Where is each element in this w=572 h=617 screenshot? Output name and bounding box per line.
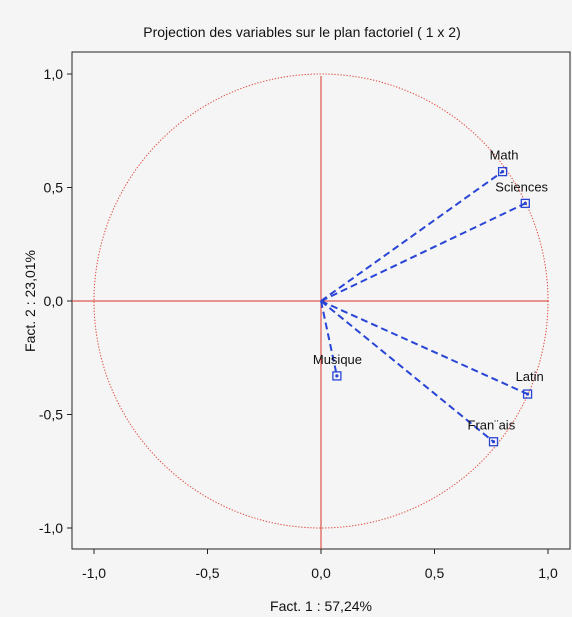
y-axis-ticks: 1,0 0,5 0,0 -0,5 -1,0 xyxy=(39,66,72,536)
point-label-0: Math xyxy=(490,148,519,163)
point-marker-3 xyxy=(488,437,499,447)
vector-line-2 xyxy=(320,300,528,395)
point-dot-4 xyxy=(335,374,339,378)
point-marker-0 xyxy=(497,166,508,177)
y-tick-label-2: 0,0 xyxy=(44,293,64,309)
point-marker-1 xyxy=(520,198,530,209)
plot-layer: Math Sciences Latin Fran¨ais Musique xyxy=(71,73,549,551)
vector-line-4 xyxy=(320,300,338,377)
x-tick-label-0: -1,0 xyxy=(82,565,106,581)
point-label-1: Sciences xyxy=(495,179,548,194)
y-tick-label-3: -0,5 xyxy=(39,407,63,423)
point-label-3: Fran¨ais xyxy=(468,418,516,433)
y-tick-label-0: 1,0 xyxy=(44,66,64,82)
point-dot-2 xyxy=(525,392,530,396)
vector-line-3 xyxy=(320,300,495,443)
point-marker-2 xyxy=(522,389,533,399)
x-tick-label-3: 0,5 xyxy=(425,565,445,581)
vector-line-1 xyxy=(320,202,526,302)
chart-title: Projection des variables sur le plan fac… xyxy=(143,24,460,40)
point-dot-3 xyxy=(491,440,496,444)
x-tick-label-2: 0,0 xyxy=(311,565,331,581)
x-tick-label-4: 1,0 xyxy=(538,565,558,581)
point-marker-4 xyxy=(332,371,342,381)
y-tick-label-4: -1,0 xyxy=(39,520,63,536)
x-axis-title: Fact. 1 : 57,24% xyxy=(270,598,372,614)
y-axis-title: Fact. 2 : 23,01% xyxy=(22,250,38,352)
point-dot-0 xyxy=(501,170,505,174)
y-tick-label-1: 0,5 xyxy=(44,180,64,196)
x-axis-ticks: -1,0 -0,5 0,0 0,5 1,0 xyxy=(82,549,558,581)
point-dot-1 xyxy=(523,201,527,205)
x-tick-label-1: -0,5 xyxy=(195,565,219,581)
vector-line-0 xyxy=(320,170,504,302)
point-label-2: Latin xyxy=(516,369,544,384)
point-label-4: Musique xyxy=(313,352,362,367)
